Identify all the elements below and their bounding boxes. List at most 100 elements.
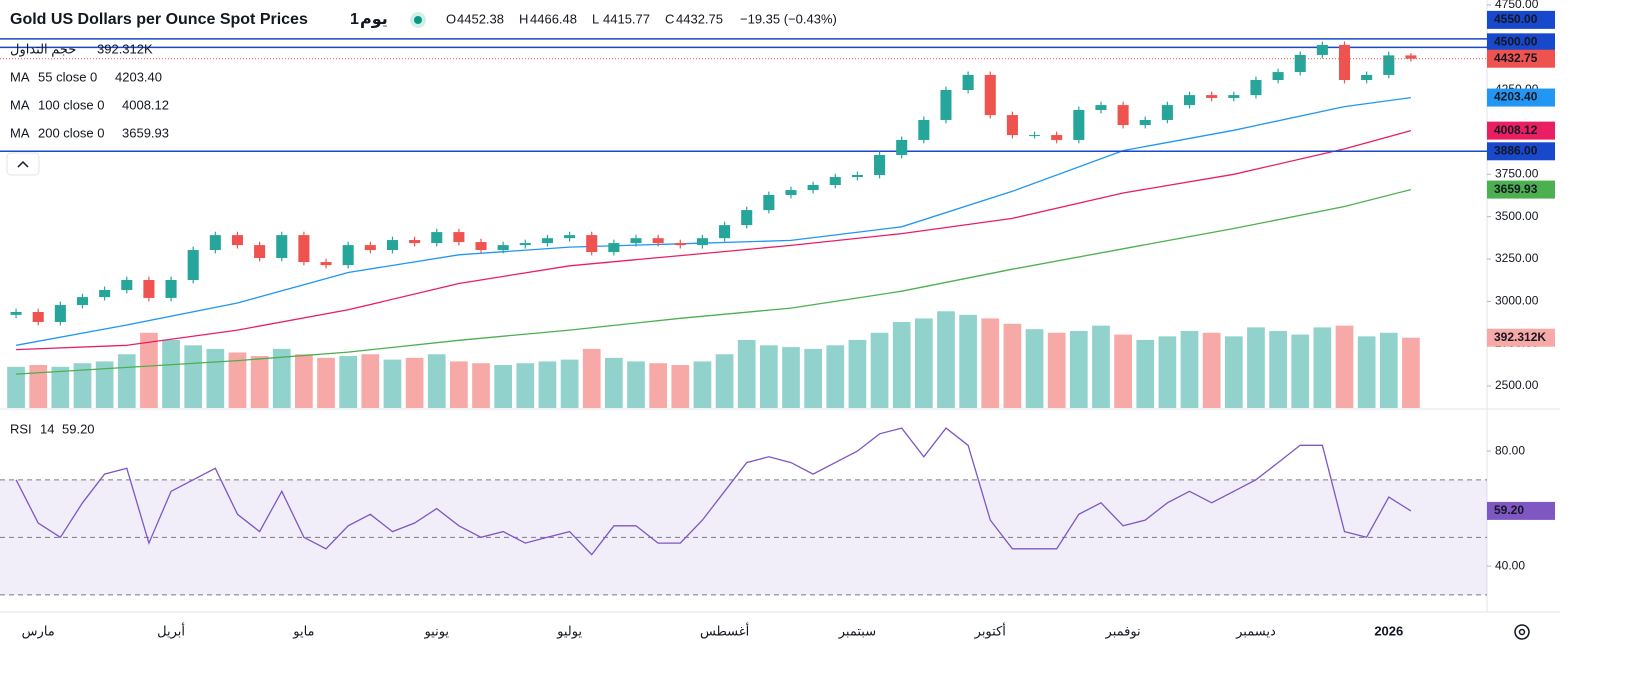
volume-bar (1357, 336, 1376, 408)
ma-params: 55 close 0 (38, 69, 97, 84)
change-label: −19.35 (−0.43%) (740, 11, 837, 26)
volume-bar (1114, 334, 1132, 408)
candle-body (1294, 54, 1306, 73)
candle-body (1338, 44, 1351, 81)
volume-bar (804, 348, 822, 408)
volume-bar (427, 354, 446, 408)
volume-bar (538, 361, 557, 408)
ma-price-label: 4008.12 (1494, 123, 1538, 137)
candle-body (431, 232, 443, 244)
status-dot (414, 16, 422, 24)
ohlc-letter: L (592, 11, 599, 26)
rsi-tick-label: 40.00 (1495, 558, 1525, 572)
candle-body (254, 245, 266, 258)
volume-bar (959, 314, 977, 408)
candle-body (1006, 115, 1018, 136)
x-tick-label: أكتوبر (974, 622, 1006, 639)
candle-body (364, 245, 376, 251)
candle-body (719, 225, 731, 239)
candle-body (1183, 95, 1196, 106)
ohlc-value: 4432.75 (676, 11, 723, 26)
candle-body (320, 262, 332, 266)
candle-body (409, 240, 421, 244)
ma-value: 4008.12 (122, 97, 169, 112)
volume-bar (339, 356, 358, 408)
volume-label: 392.312K (1494, 330, 1546, 344)
candle-body (1117, 105, 1129, 126)
volume-bar (494, 365, 513, 408)
volume-bar (782, 347, 800, 408)
candle-body (209, 235, 221, 251)
ma-name: MA (10, 69, 30, 84)
candle-body (121, 279, 133, 290)
ma-price-box (1487, 121, 1555, 140)
volume-bar (228, 352, 247, 408)
volume-bar (1069, 330, 1088, 408)
volume-name: حجم التداول (10, 41, 76, 57)
candle-body (1051, 135, 1063, 140)
candle-body (564, 235, 576, 239)
ma-params: 100 close 0 (38, 97, 105, 112)
volume-bar (250, 356, 269, 408)
volume-bar (29, 365, 48, 408)
candle-body (276, 235, 288, 258)
y-tick-label: 3000.00 (1495, 293, 1539, 307)
volume-bar (937, 311, 955, 408)
volume-bar (649, 363, 668, 408)
candle-body (652, 238, 664, 244)
ma-params: 200 close 0 (38, 125, 105, 140)
volume-bar (1291, 334, 1310, 408)
candle-body (1206, 95, 1218, 98)
volume-bar (848, 339, 867, 408)
volume-bar (361, 354, 380, 408)
ohlc-value: 4452.38 (457, 11, 504, 26)
ma-price-label: 3659.93 (1494, 182, 1538, 196)
volume-bar (1136, 339, 1155, 408)
volume-bar (117, 354, 136, 408)
volume-value: 392.312K (97, 41, 153, 56)
volume-bar (1047, 332, 1066, 408)
volume-bar (317, 357, 335, 408)
volume-bar (405, 357, 424, 408)
rsi-length: 14 (40, 421, 54, 436)
candle-body (231, 235, 244, 246)
settings-button[interactable] (1514, 624, 1530, 640)
x-tick-label: مايو (292, 623, 314, 639)
volume-bar (582, 348, 601, 408)
candle-body (32, 311, 44, 322)
volume-bar (516, 363, 535, 408)
volume-bar (1313, 327, 1332, 408)
volume-bar (1224, 336, 1243, 408)
candle-body (1250, 80, 1262, 96)
ma-price-box (1487, 88, 1555, 107)
x-tick-label: 2026 (1374, 623, 1403, 638)
collapse-button[interactable] (6, 152, 40, 176)
candle-body (1139, 119, 1151, 126)
volume-bar (1247, 327, 1265, 408)
price-box (1487, 49, 1555, 68)
ohlc-letter: O (446, 11, 456, 26)
volume-bar (715, 354, 734, 408)
candle-body (896, 139, 908, 156)
candle-body (497, 245, 509, 251)
candle-body (940, 90, 952, 120)
candle-body (1073, 109, 1085, 140)
interval-unit: يوم (360, 11, 388, 28)
candle-body (918, 119, 930, 140)
rsi-name: RSI (10, 421, 32, 436)
volume-bar (560, 359, 579, 408)
ma-price-box (1487, 180, 1555, 199)
candle-body (99, 289, 111, 298)
volume-bar (870, 332, 889, 408)
x-tick-label: سبتمبر (838, 623, 876, 639)
x-tick-label: نوفمبر (1105, 623, 1141, 639)
volume-bar (1003, 323, 1022, 408)
volume-bar (51, 366, 70, 408)
volume-bar (272, 348, 291, 408)
volume-bar (162, 339, 180, 408)
price-label: 4432.75 (1494, 51, 1538, 65)
candle-body (1029, 135, 1041, 137)
candle-body (475, 242, 487, 251)
y-tick-label: 3500.00 (1495, 209, 1539, 223)
